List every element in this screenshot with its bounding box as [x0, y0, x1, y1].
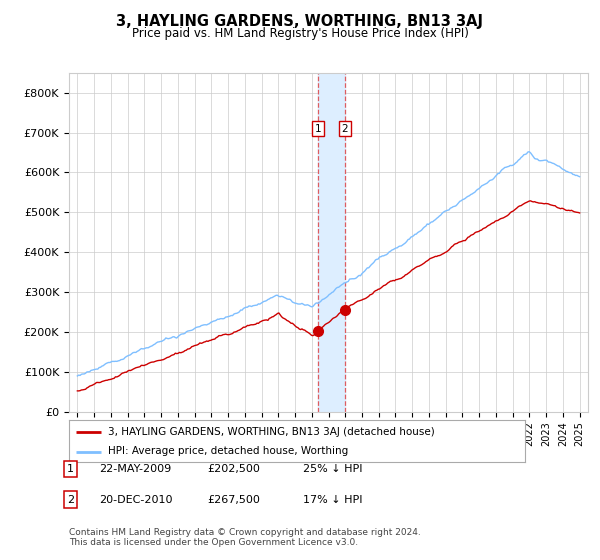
- Text: Price paid vs. HM Land Registry's House Price Index (HPI): Price paid vs. HM Land Registry's House …: [131, 27, 469, 40]
- Text: 2: 2: [341, 124, 348, 134]
- Text: £267,500: £267,500: [207, 494, 260, 505]
- Text: 20-DEC-2010: 20-DEC-2010: [99, 494, 173, 505]
- Bar: [318, 73, 345, 412]
- Text: 22-MAY-2009: 22-MAY-2009: [99, 464, 171, 474]
- Text: 2: 2: [67, 494, 74, 505]
- Text: 17% ↓ HPI: 17% ↓ HPI: [303, 494, 362, 505]
- Text: 3, HAYLING GARDENS, WORTHING, BN13 3AJ (detached house): 3, HAYLING GARDENS, WORTHING, BN13 3AJ (…: [108, 427, 434, 437]
- Text: Contains HM Land Registry data © Crown copyright and database right 2024.
This d: Contains HM Land Registry data © Crown c…: [69, 528, 421, 547]
- Text: 1: 1: [315, 124, 322, 134]
- Text: £202,500: £202,500: [207, 464, 260, 474]
- Text: 1: 1: [67, 464, 74, 474]
- Text: HPI: Average price, detached house, Worthing: HPI: Average price, detached house, Wort…: [108, 446, 348, 456]
- Text: 3, HAYLING GARDENS, WORTHING, BN13 3AJ: 3, HAYLING GARDENS, WORTHING, BN13 3AJ: [116, 14, 484, 29]
- Text: 25% ↓ HPI: 25% ↓ HPI: [303, 464, 362, 474]
